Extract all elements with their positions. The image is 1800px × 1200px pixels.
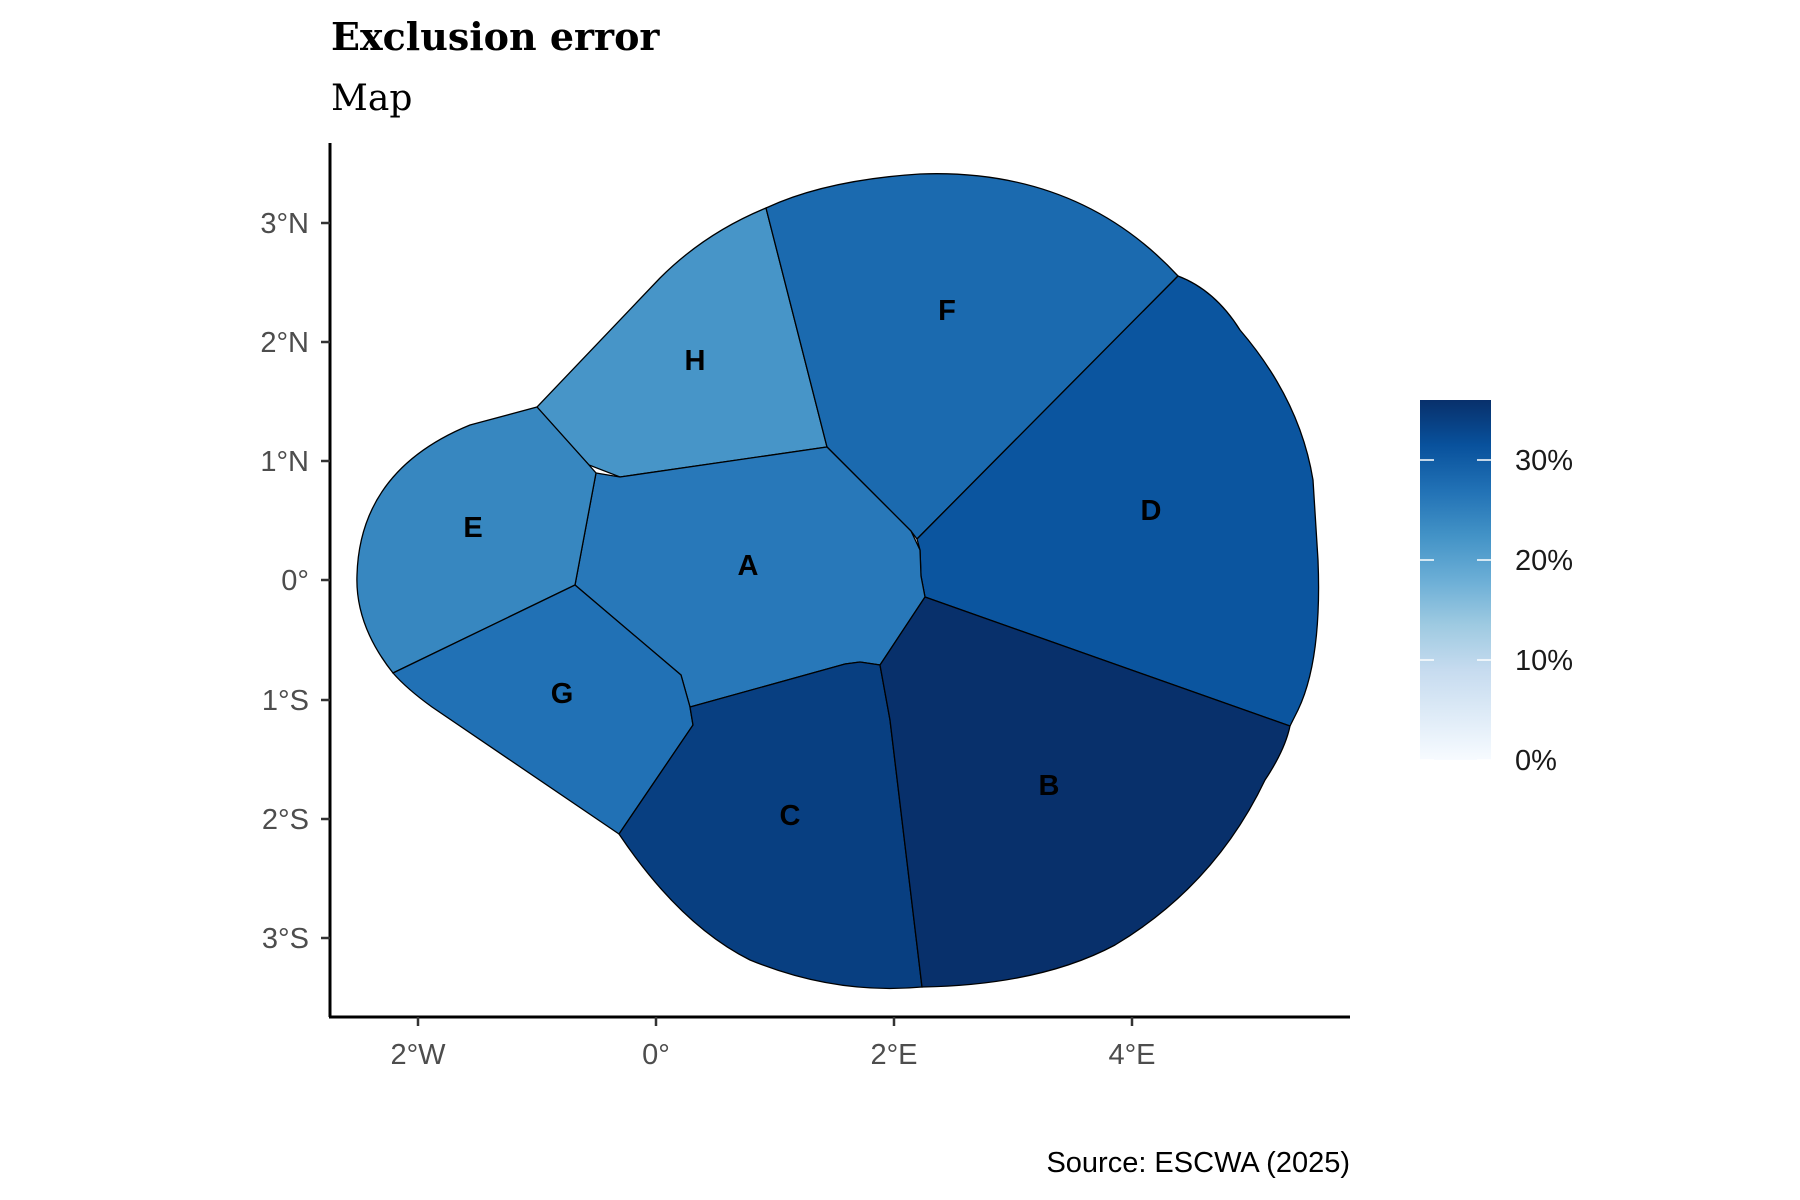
legend-ticks <box>1420 459 1491 761</box>
region-D[interactable] <box>916 275 1320 727</box>
legend-label: 0% <box>1515 745 1557 777</box>
x-tick-label: 2°W <box>390 1039 446 1071</box>
y-tick-label: 1°S <box>262 685 309 717</box>
x-axis-ticks: 2°W 0° 2°E 4°E <box>390 1017 1156 1071</box>
region-label-G: G <box>551 678 574 710</box>
x-tick-label: 2°E <box>870 1039 917 1071</box>
region-F[interactable] <box>765 173 1179 540</box>
region-label-H: H <box>685 345 706 377</box>
color-legend: 0% 10% 20% 30% <box>1420 400 1573 777</box>
x-tick-label: 0° <box>642 1039 670 1071</box>
region-label-E: E <box>463 512 482 544</box>
x-tick-label: 4°E <box>1108 1039 1155 1071</box>
chart-subtitle: Map <box>331 78 412 119</box>
region-E[interactable] <box>356 406 597 674</box>
legend-label: 30% <box>1515 445 1573 477</box>
legend-colorbar <box>1420 400 1491 760</box>
y-tick-label: 2°S <box>262 804 309 836</box>
source-caption: Source: ESCWA (2025) <box>1046 1147 1350 1179</box>
legend-label: 20% <box>1515 545 1573 577</box>
region-label-C: C <box>780 800 801 832</box>
region-label-F: F <box>938 295 956 327</box>
legend-label: 10% <box>1515 645 1573 677</box>
region-labels: A B C D E F G H <box>463 295 1161 832</box>
y-tick-label: 3°N <box>260 208 309 240</box>
y-tick-label: 3°S <box>262 923 309 955</box>
region-C[interactable] <box>618 661 923 990</box>
region-label-D: D <box>1141 495 1162 527</box>
y-tick-label: 2°N <box>260 327 309 359</box>
y-tick-label: 0° <box>281 565 309 597</box>
y-axis-ticks: 3°N 2°N 1°N 0° 1°S 2°S 3°S <box>260 208 330 955</box>
axes: 3°N 2°N 1°N 0° 1°S 2°S 3°S 2°W 0° 2°E 4°… <box>260 143 1350 1071</box>
region-label-B: B <box>1039 770 1060 802</box>
region-B[interactable] <box>879 596 1291 988</box>
map-regions <box>356 173 1320 990</box>
y-tick-label: 1°N <box>260 446 309 478</box>
chart-title: Exclusion error <box>331 14 660 59</box>
region-label-A: A <box>738 550 759 582</box>
